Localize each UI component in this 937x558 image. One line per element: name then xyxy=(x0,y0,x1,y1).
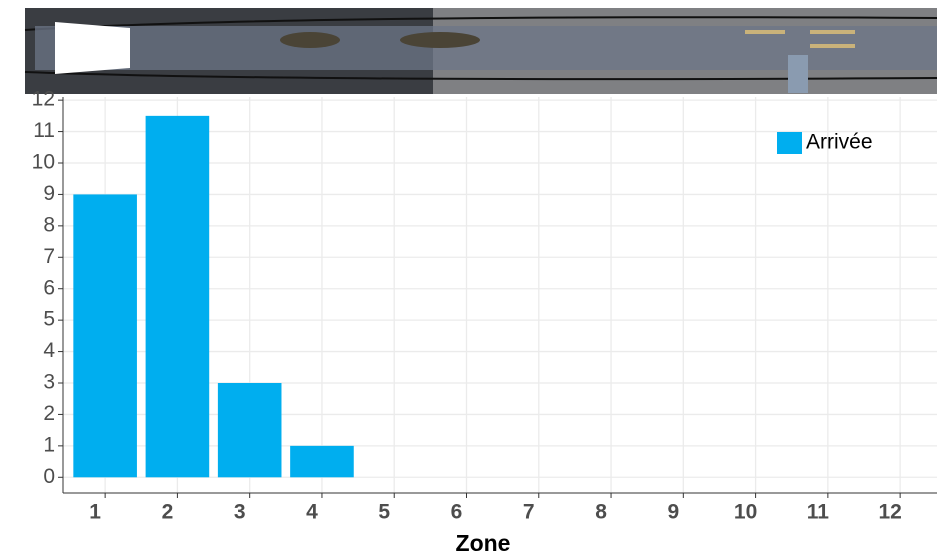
x-tick-label: 8 xyxy=(595,501,607,524)
y-tick-label: 8 xyxy=(43,213,55,236)
x-tick-label: 3 xyxy=(234,501,246,524)
x-tick-label: 1 xyxy=(89,501,101,524)
y-tick-label: 0 xyxy=(43,465,55,488)
bar xyxy=(145,115,210,478)
x-tick-label: 11 xyxy=(807,501,830,524)
y-tick-label: 1 xyxy=(43,433,55,456)
x-tick-label: 10 xyxy=(734,501,757,524)
legend-swatch xyxy=(777,132,802,154)
bar xyxy=(73,194,137,478)
y-tick-label: 3 xyxy=(43,371,55,394)
y-tick-label: 2 xyxy=(43,402,55,425)
x-tick-label: 6 xyxy=(451,501,463,524)
site-plan-image xyxy=(24,8,937,94)
legend-label: Arrivée xyxy=(806,131,873,154)
x-axis-title: Zone xyxy=(456,530,511,556)
y-tick-label: 6 xyxy=(43,276,55,299)
x-tick-label: 4 xyxy=(306,501,318,524)
y-tick-label: 11 xyxy=(33,119,55,142)
y-tick-label: 4 xyxy=(43,339,55,362)
x-tick-label: 2 xyxy=(162,501,174,524)
bar xyxy=(217,383,282,478)
y-tick-label: 5 xyxy=(43,308,55,331)
y-tick-label: 10 xyxy=(32,151,55,174)
y-tick-label: 9 xyxy=(43,182,55,205)
x-tick-label: 5 xyxy=(378,501,390,524)
y-tick-label: 7 xyxy=(43,245,55,268)
x-tick-label: 7 xyxy=(523,501,535,524)
y-tick-label: 12 xyxy=(32,88,55,111)
x-tick-label: 12 xyxy=(878,501,901,524)
bar xyxy=(290,445,354,478)
x-tick-label: 9 xyxy=(667,501,679,524)
